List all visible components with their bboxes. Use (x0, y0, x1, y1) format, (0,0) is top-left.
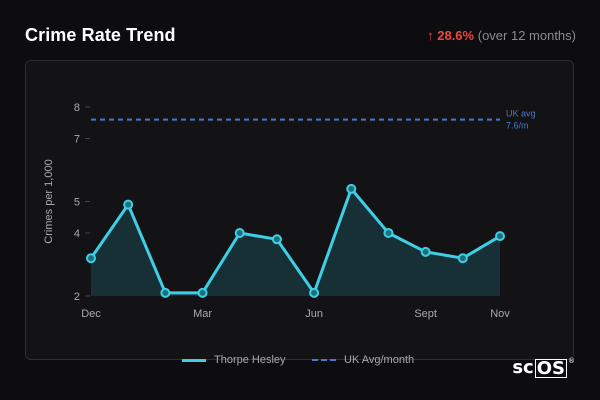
chart-card (25, 60, 574, 360)
data-point-1 (123, 199, 134, 210)
data-point-4 (234, 228, 245, 238)
data-point-7 (346, 183, 357, 194)
series-line (89, 187, 501, 295)
y-axis-label: Crimes per 1,000 (43, 159, 55, 243)
data-point-2 (160, 287, 171, 298)
chart-legend: Thorpe Hesley UK Avg/month (0, 354, 600, 370)
x-tick-label-3: Sept (414, 308, 437, 320)
y-tick-label-4: 8 (74, 102, 80, 114)
series-area-fill (91, 188, 500, 296)
x-tick-label-4: Nov (490, 308, 510, 320)
legend-label-reference: UK Avg/month (344, 354, 415, 366)
y-tick-label-1: 4 (74, 228, 80, 240)
data-point-3 (197, 287, 208, 298)
brand-prefix: sc (512, 357, 534, 378)
legend-dashed-line-icon (312, 359, 336, 361)
legend-item-reference[interactable]: UK Avg/month (312, 354, 414, 366)
data-point-0 (86, 253, 96, 264)
brand-boxed: OS (534, 358, 567, 379)
x-tick-label-0: Dec (81, 308, 101, 320)
reference-label-line1: UK avg (506, 109, 536, 119)
y-tick-label-2: 5 (74, 197, 80, 209)
legend-item-series[interactable]: Thorpe Hesley (182, 354, 286, 366)
brand-logo: sc OS ® (512, 357, 575, 378)
y-tick-label-0: 2 (74, 291, 80, 303)
data-point-6 (309, 287, 320, 298)
legend-label-series: Thorpe Hesley (214, 354, 286, 366)
data-point-11 (495, 231, 505, 242)
brand-registered-mark: ® (568, 357, 575, 365)
change-indicator: ↑ 28.6% (over 12 months) (427, 28, 576, 43)
change-percent: 28.6% (437, 28, 475, 43)
reference-label-line2: 7.6/m (506, 121, 529, 131)
trend-up-icon: ↑ (427, 28, 434, 43)
chart-title: Crime Rate Trend (25, 25, 176, 45)
y-tick-label-3: 7 (74, 134, 80, 146)
chart-header: Crime Rate Trend ↑ 28.6% (over 12 months… (25, 25, 576, 49)
x-tick-label-2: Jun (305, 308, 323, 320)
data-point-5 (271, 234, 282, 245)
legend-solid-line-icon (182, 358, 206, 362)
change-period: (over 12 months) (477, 28, 576, 43)
data-point-10 (457, 253, 468, 264)
x-tick-label-1: Mar (193, 308, 212, 320)
data-point-9 (420, 246, 431, 257)
data-point-8 (383, 228, 394, 238)
